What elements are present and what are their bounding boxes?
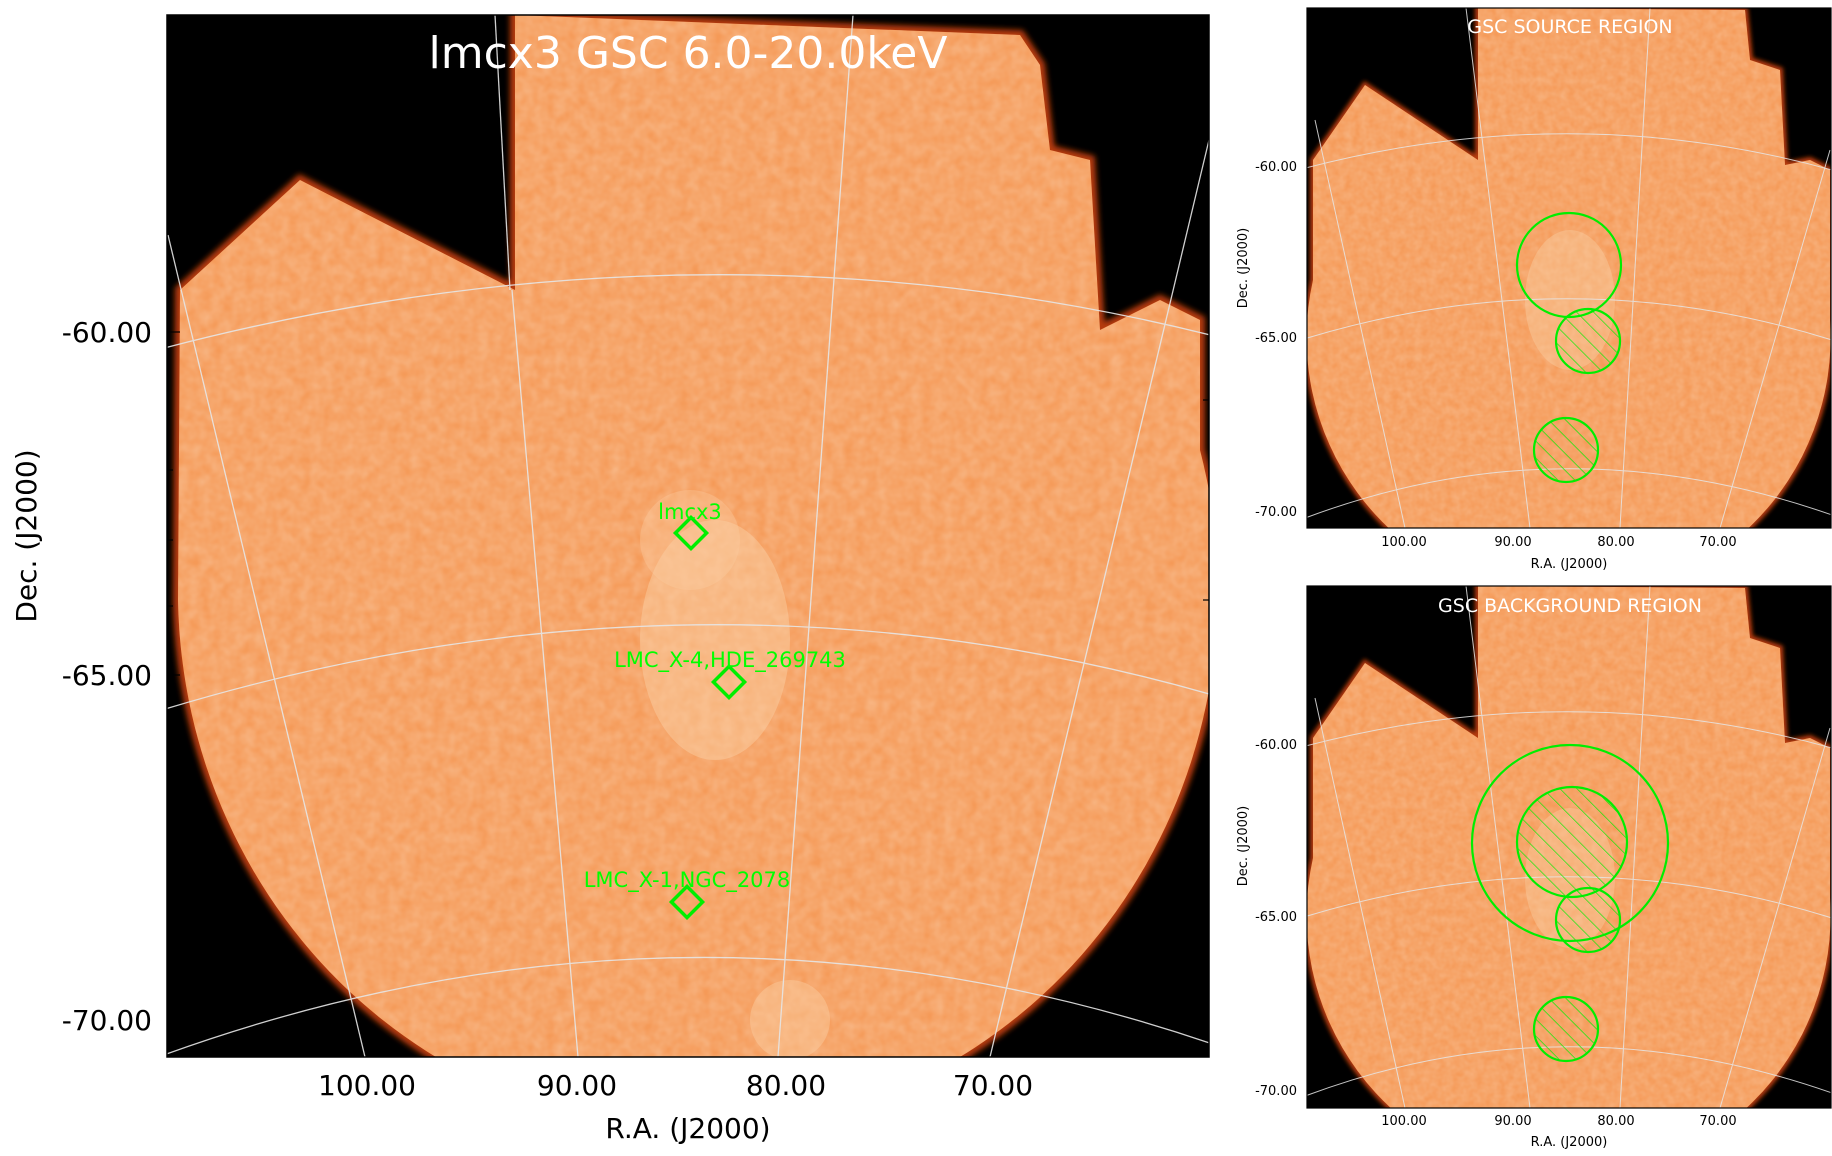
dec-gridline — [167, 956, 1209, 1055]
background-grid — [1307, 586, 1831, 1108]
background-exclude-region — [1554, 886, 1622, 954]
ra-gridline — [511, 289, 579, 1057]
main-plot-title: lmcx3 GSC 6.0-20.0keV — [429, 28, 948, 79]
source-label-lmcx3: lmcx3 — [658, 500, 722, 524]
source-plot-frame — [1306, 7, 1832, 529]
ra-gridline — [989, 139, 1209, 1057]
x-axis-title: R.A. (J2000) — [605, 1112, 770, 1145]
x-axis-title: R.A. (J2000) — [1531, 1135, 1608, 1150]
ra-gridline — [777, 15, 854, 1057]
main-sky-map: lmcx3 LMC_X-4,HDE_269743 LMC_X-1,NGC_207… — [10, 14, 1210, 1145]
main-sky-map-panel: lmcx3 LMC_X-4,HDE_269743 LMC_X-1,NGC_207… — [10, 14, 1210, 1145]
ra-gridline — [167, 234, 366, 1057]
y-axis-title: Dec. (J2000) — [1236, 806, 1251, 886]
x-tick-label: 90.00 — [537, 1069, 617, 1102]
source-glow — [640, 490, 740, 590]
source-label-lmc-x4: LMC_X-4,HDE_269743 — [614, 648, 846, 673]
y-axis-title: Dec. (J2000) — [10, 449, 43, 622]
dec-gridline — [167, 274, 1209, 349]
y-tick-label: -65.00 — [1255, 910, 1297, 925]
x-tick-label: 70.00 — [953, 1069, 1033, 1102]
background-plot-frame — [1306, 585, 1832, 1109]
y-axis-title: Dec. (J2000) — [1236, 228, 1251, 308]
source-exclude-region — [1532, 416, 1600, 484]
x-tick-label: 70.00 — [1699, 535, 1736, 550]
x-tick-label: 90.00 — [1494, 1114, 1531, 1129]
source-marker-lmc-x4 — [710, 663, 748, 701]
y-tick-label: -60.00 — [62, 316, 152, 349]
source-markers — [668, 514, 748, 921]
background-panel-title: GSC BACKGROUND REGION — [1438, 595, 1702, 617]
source-exclude-region — [1554, 307, 1622, 375]
background-exclude-region — [1515, 785, 1629, 899]
background-region-panel: GSC BACKGROUND REGION -60.00 -65.00 -70.… — [1230, 578, 1832, 1156]
y-tick-label: -70.00 — [1255, 1084, 1297, 1099]
source-glow — [640, 520, 790, 760]
y-tick-label: -65.00 — [1255, 331, 1297, 346]
x-tick-label: 80.00 — [1597, 535, 1634, 550]
source-glow — [750, 980, 830, 1057]
coordinate-grid — [167, 15, 1209, 1057]
y-tick-label: -70.00 — [62, 1004, 152, 1037]
source-marker-lmcx3 — [672, 514, 710, 552]
x-tick-label: 70.00 — [1699, 1114, 1736, 1129]
y-tick-label: -60.00 — [1255, 160, 1297, 175]
x-tick-label: 100.00 — [1381, 1114, 1427, 1129]
x-tick-label: 100.00 — [318, 1069, 416, 1102]
background-exclude-region — [1532, 995, 1600, 1063]
source-grid — [1307, 8, 1831, 528]
source-label-lmc-x1: LMC_X-1,NGC_2078 — [584, 868, 791, 893]
y-tick-label: -65.00 — [62, 659, 152, 692]
dec-gridline — [167, 624, 1209, 710]
ra-gridline — [494, 15, 511, 291]
y-tick-label: -60.00 — [1255, 738, 1297, 753]
background-region-map: GSC BACKGROUND REGION -60.00 -65.00 -70.… — [1236, 585, 1832, 1150]
x-tick-label: 90.00 — [1494, 535, 1531, 550]
y-tick-label: -70.00 — [1255, 505, 1297, 520]
source-region-map: GSC SOURCE REGION -60.00 -65.00 -70.00 1… — [1236, 7, 1832, 572]
source-panel-title: GSC SOURCE REGION — [1467, 16, 1672, 38]
x-tick-label: 100.00 — [1381, 535, 1427, 550]
source-marker-lmc-x1 — [668, 883, 706, 921]
x-axis-title: R.A. (J2000) — [1531, 557, 1608, 572]
source-region-panel: GSC SOURCE REGION -60.00 -65.00 -70.00 1… — [1230, 0, 1832, 578]
x-tick-label: 80.00 — [1597, 1114, 1634, 1129]
x-tick-label: 80.00 — [746, 1069, 826, 1102]
main-plot-frame — [166, 14, 1210, 1058]
main-axis-ticks — [167, 64, 1209, 1021]
